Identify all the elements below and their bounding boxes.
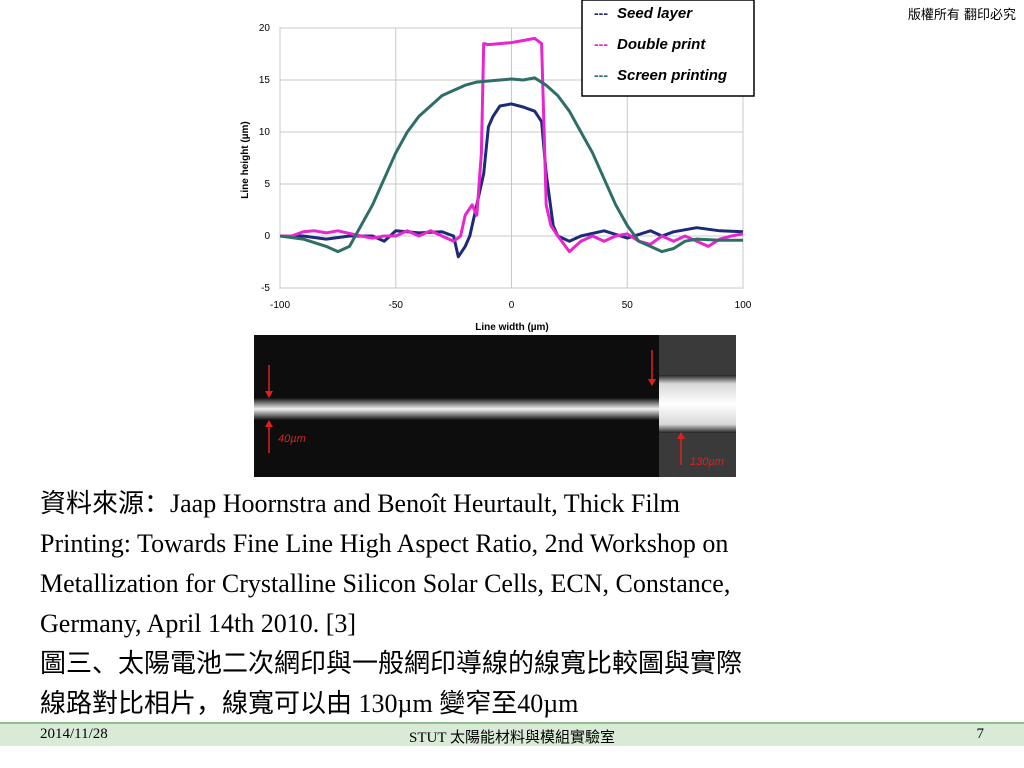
legend-entry: Seed layer — [617, 5, 693, 22]
caption-line: Germany, April 14th 2010. [3] — [40, 609, 357, 638]
legend-marker: --- — [594, 5, 608, 21]
footer-bar: 2014/11/28 STUT 太陽能材料與模組實驗室 7 — [0, 722, 1024, 746]
x-tick-label: 0 — [509, 300, 515, 311]
legend-entry: Double print — [617, 36, 706, 53]
page-number: 7 — [976, 726, 985, 742]
series-line-double-print — [280, 36, 744, 254]
caption-block: 資料來源：Jaap Hoornstra and Benoît Heurtault… — [40, 484, 1000, 724]
footer-date: 2014/11/28 — [40, 726, 108, 742]
y-axis-label: Line height (µm) — [240, 121, 251, 198]
x-tick-label: 100 — [735, 300, 752, 311]
thin-printed-line — [254, 398, 659, 420]
caption-line: 資料來源：Jaap Hoornstra and Benoît Heurtault… — [40, 489, 681, 518]
x-tick-label: -50 — [389, 300, 404, 311]
left-width-arrows — [265, 365, 273, 453]
chart-series — [279, 36, 744, 259]
y-tick-label: 20 — [259, 23, 271, 34]
caption-line: 圖三、太陽電池二次網印與一般網印導線的線寬比較圖與實際 — [40, 649, 743, 678]
y-tick-label: 10 — [259, 127, 271, 138]
line-photo: 40µm 130µm — [254, 335, 736, 477]
right-width-arrows — [648, 350, 685, 465]
footer-title: STUT 太陽能材料與模組實驗室 — [409, 730, 615, 746]
x-axis-label: Line width (µm) — [475, 322, 549, 333]
caption-line: 線路對比相片，線寬可以由 130µm 變窄至40µm — [40, 689, 579, 718]
label-130um: 130µm — [690, 456, 724, 468]
x-tick-label: 50 — [622, 300, 634, 311]
legend-entry: Screen printing — [617, 67, 727, 84]
caption-line: Metallization for Crystalline Silicon So… — [40, 569, 731, 598]
y-tick-label: -5 — [261, 283, 270, 294]
y-tick-label: 5 — [264, 179, 270, 190]
label-40um: 40µm — [278, 433, 306, 445]
x-tick-label: -100 — [270, 300, 290, 311]
thick-printed-line — [659, 375, 736, 433]
legend-marker: --- — [594, 67, 608, 83]
caption-line: Printing: Towards Fine Line High Aspect … — [40, 529, 729, 558]
copyright-notice: 版權所有 翻印必究 — [907, 8, 1016, 23]
y-tick-label: 15 — [259, 75, 271, 86]
y-tick-label: 0 — [264, 231, 270, 242]
chart-legend: --- Seed layer --- Double print --- Screen pr… — [581, 0, 755, 97]
legend-marker: --- — [594, 36, 608, 52]
series-line-screen-printing — [279, 76, 743, 254]
